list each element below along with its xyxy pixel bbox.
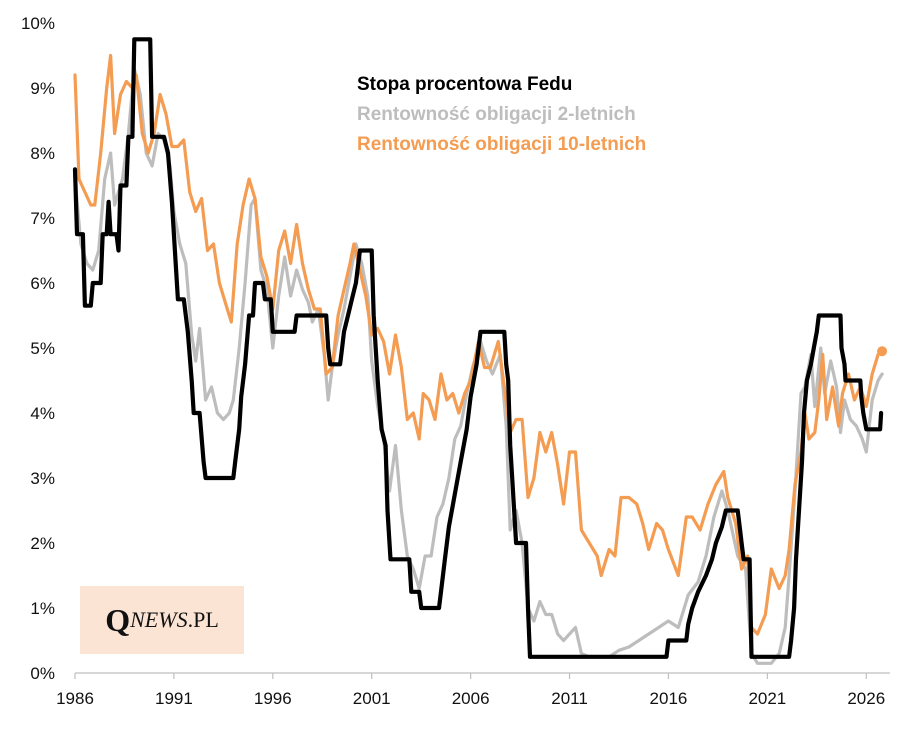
x-tick-label: 2001 xyxy=(353,689,391,708)
series-line-1 xyxy=(73,66,884,665)
y-ticks: 0% 1% 2% 3% 4% 5% 6% 7% 8% 9% 10% xyxy=(21,14,55,683)
y-tick-label: 2% xyxy=(30,534,55,553)
y-tick-label: 8% xyxy=(30,144,55,163)
y-tick-label: 1% xyxy=(30,599,55,618)
y-tick-label: 10% xyxy=(21,14,55,33)
x-tick-label: 2016 xyxy=(650,689,688,708)
legend-entry: Rentowność obligacji 2-letnich xyxy=(357,104,636,125)
legend-entry: Stopa procentowa Fedu xyxy=(357,74,572,95)
y-tick-label: 7% xyxy=(30,209,55,228)
y-tick-label: 3% xyxy=(30,469,55,488)
x-tick-label: 2011 xyxy=(551,689,588,708)
series-end-marker xyxy=(877,346,888,357)
logo-pl: .PL xyxy=(187,607,219,632)
x-tick-label: 1991 xyxy=(155,689,193,708)
logo-q: Q xyxy=(105,601,131,638)
series-line-2 xyxy=(73,53,884,636)
x-tick-label: 2006 xyxy=(452,689,490,708)
logo-news: NEWS xyxy=(130,607,188,632)
y-tick-label: 6% xyxy=(30,274,55,293)
legend: Stopa procentowa Fedu Rentowność obligacj… xyxy=(357,74,646,155)
x-ticks: 1986 1991 1996 2001 2006 2011 2016 2021 2026 xyxy=(56,673,885,708)
y-tick-label: 9% xyxy=(30,79,55,98)
x-tick-label: 1986 xyxy=(56,689,94,708)
plot-lines xyxy=(72,37,888,665)
qnews-logo: Q NEWS .PL xyxy=(80,586,244,654)
series-line-3 xyxy=(72,37,884,659)
legend-entry: Rentowność obligacji 10-letnich xyxy=(357,134,646,155)
y-tick-label: 4% xyxy=(30,404,55,423)
y-tick-label: 5% xyxy=(30,339,55,358)
x-tick-label: 2026 xyxy=(847,689,885,708)
y-tick-label: 0% xyxy=(30,664,55,683)
x-tick-label: 1996 xyxy=(254,689,292,708)
x-tick-label: 2021 xyxy=(748,689,786,708)
